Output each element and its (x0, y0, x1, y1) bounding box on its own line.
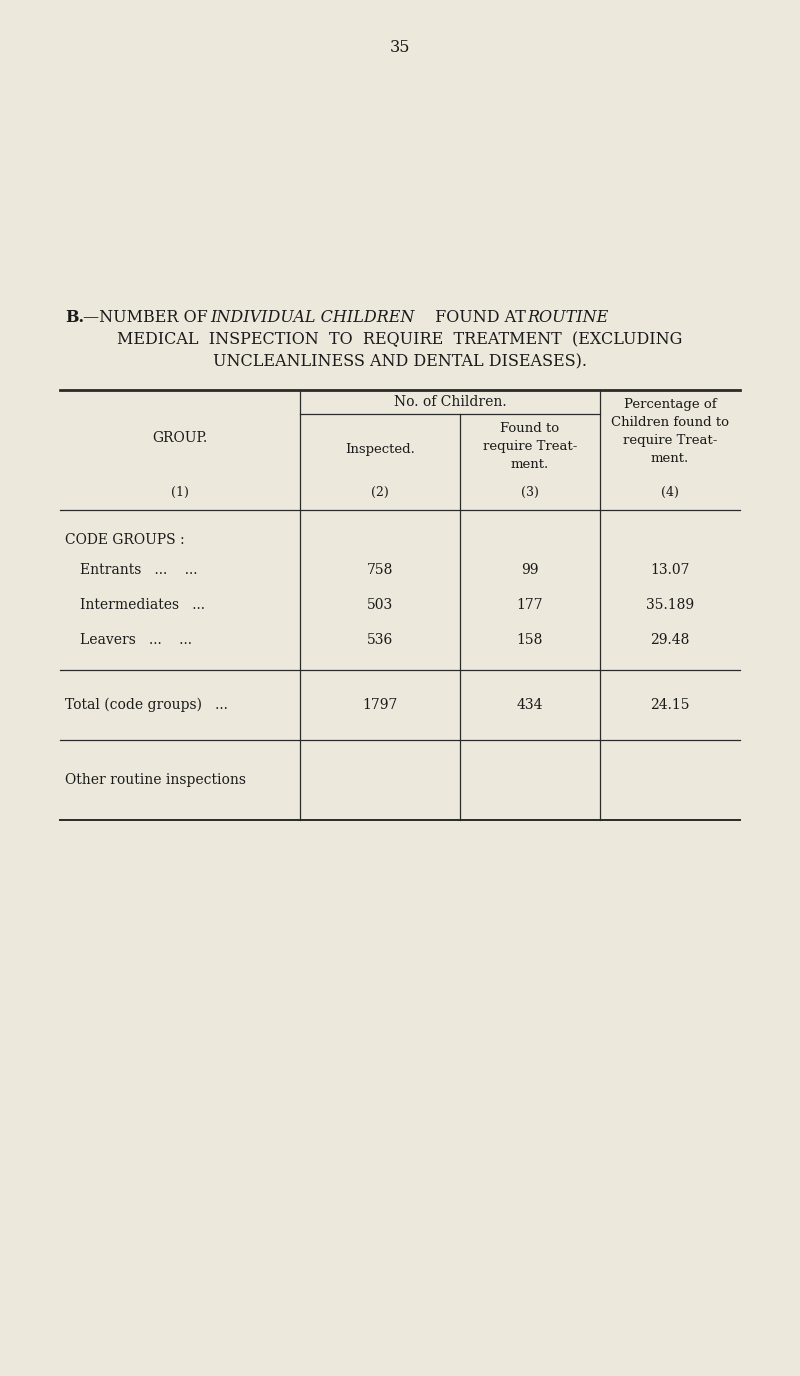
Text: (2): (2) (371, 486, 389, 498)
Text: ROUTINE: ROUTINE (527, 310, 608, 326)
Text: FOUND AT: FOUND AT (430, 310, 531, 326)
Text: Found to
require Treat-
ment.: Found to require Treat- ment. (483, 422, 577, 471)
Text: —NUMBER OF: —NUMBER OF (83, 310, 213, 326)
Text: Inspected.: Inspected. (345, 443, 415, 457)
Text: INDIVIDUAL CHILDREN: INDIVIDUAL CHILDREN (210, 310, 414, 326)
Text: 13.07: 13.07 (650, 563, 690, 577)
Text: Intermediates   ...: Intermediates ... (80, 599, 205, 612)
Text: UNCLEANLINESS AND DENTAL DISEASES).: UNCLEANLINESS AND DENTAL DISEASES). (213, 354, 587, 370)
Text: 758: 758 (367, 563, 393, 577)
Text: 35.189: 35.189 (646, 599, 694, 612)
Text: Entrants   ...    ...: Entrants ... ... (80, 563, 198, 577)
Text: 434: 434 (517, 698, 543, 711)
Text: Total (code groups)   ...: Total (code groups) ... (65, 698, 228, 713)
Text: Leavers   ...    ...: Leavers ... ... (80, 633, 192, 647)
Text: 158: 158 (517, 633, 543, 647)
Text: Other routine inspections: Other routine inspections (65, 773, 246, 787)
Text: MEDICAL  INSPECTION  TO  REQUIRE  TREATMENT  (EXCLUDING: MEDICAL INSPECTION TO REQUIRE TREATMENT … (118, 332, 682, 348)
Text: Percentage of
Children found to
require Treat-
ment.: Percentage of Children found to require … (611, 398, 729, 465)
Text: 35: 35 (390, 40, 410, 56)
Text: 29.48: 29.48 (650, 633, 690, 647)
Text: CODE GROUPS :: CODE GROUPS : (65, 533, 185, 548)
Text: (3): (3) (521, 486, 539, 498)
Text: (4): (4) (661, 486, 679, 498)
Text: 99: 99 (522, 563, 538, 577)
Text: (1): (1) (171, 486, 189, 498)
Text: B.: B. (65, 310, 84, 326)
Text: 1797: 1797 (362, 698, 398, 711)
Text: GROUP.: GROUP. (152, 431, 208, 444)
Text: 503: 503 (367, 599, 393, 612)
Text: 24.15: 24.15 (650, 698, 690, 711)
Text: No. of Children.: No. of Children. (394, 395, 506, 409)
Text: 177: 177 (517, 599, 543, 612)
Text: 536: 536 (367, 633, 393, 647)
